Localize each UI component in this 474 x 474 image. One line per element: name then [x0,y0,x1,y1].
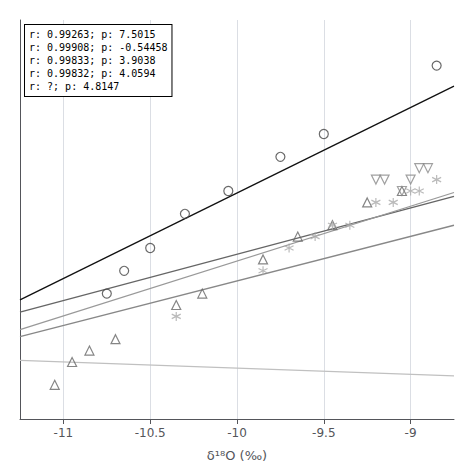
svg-text:-9.5: -9.5 [312,426,335,440]
svg-text:δ¹⁸O (‰): δ¹⁸O (‰) [207,448,267,463]
svg-text:-10: -10 [227,426,247,440]
svg-text:-9: -9 [405,426,417,440]
svg-text:r: 0.99908; p: -0.54458: r: 0.99908; p: -0.54458 [29,42,167,53]
svg-text:r: ?; p: 4.8147: r: ?; p: 4.8147 [29,81,119,92]
svg-text:-10.5: -10.5 [135,426,166,440]
svg-text:r: 0.99263; p: 7.5015: r: 0.99263; p: 7.5015 [29,29,155,40]
svg-text:-11: -11 [54,426,74,440]
svg-text:r: 0.99833; p: 3.9038: r: 0.99833; p: 3.9038 [29,55,155,66]
svg-text:r: 0.99832; p: 4.0594: r: 0.99832; p: 4.0594 [29,68,155,79]
